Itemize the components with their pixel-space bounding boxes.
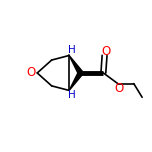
Text: H: H xyxy=(68,45,76,55)
Text: H: H xyxy=(68,90,76,100)
Text: O: O xyxy=(115,82,124,95)
Polygon shape xyxy=(69,55,83,74)
Polygon shape xyxy=(69,72,83,90)
Text: O: O xyxy=(102,45,111,58)
Text: O: O xyxy=(27,66,36,79)
